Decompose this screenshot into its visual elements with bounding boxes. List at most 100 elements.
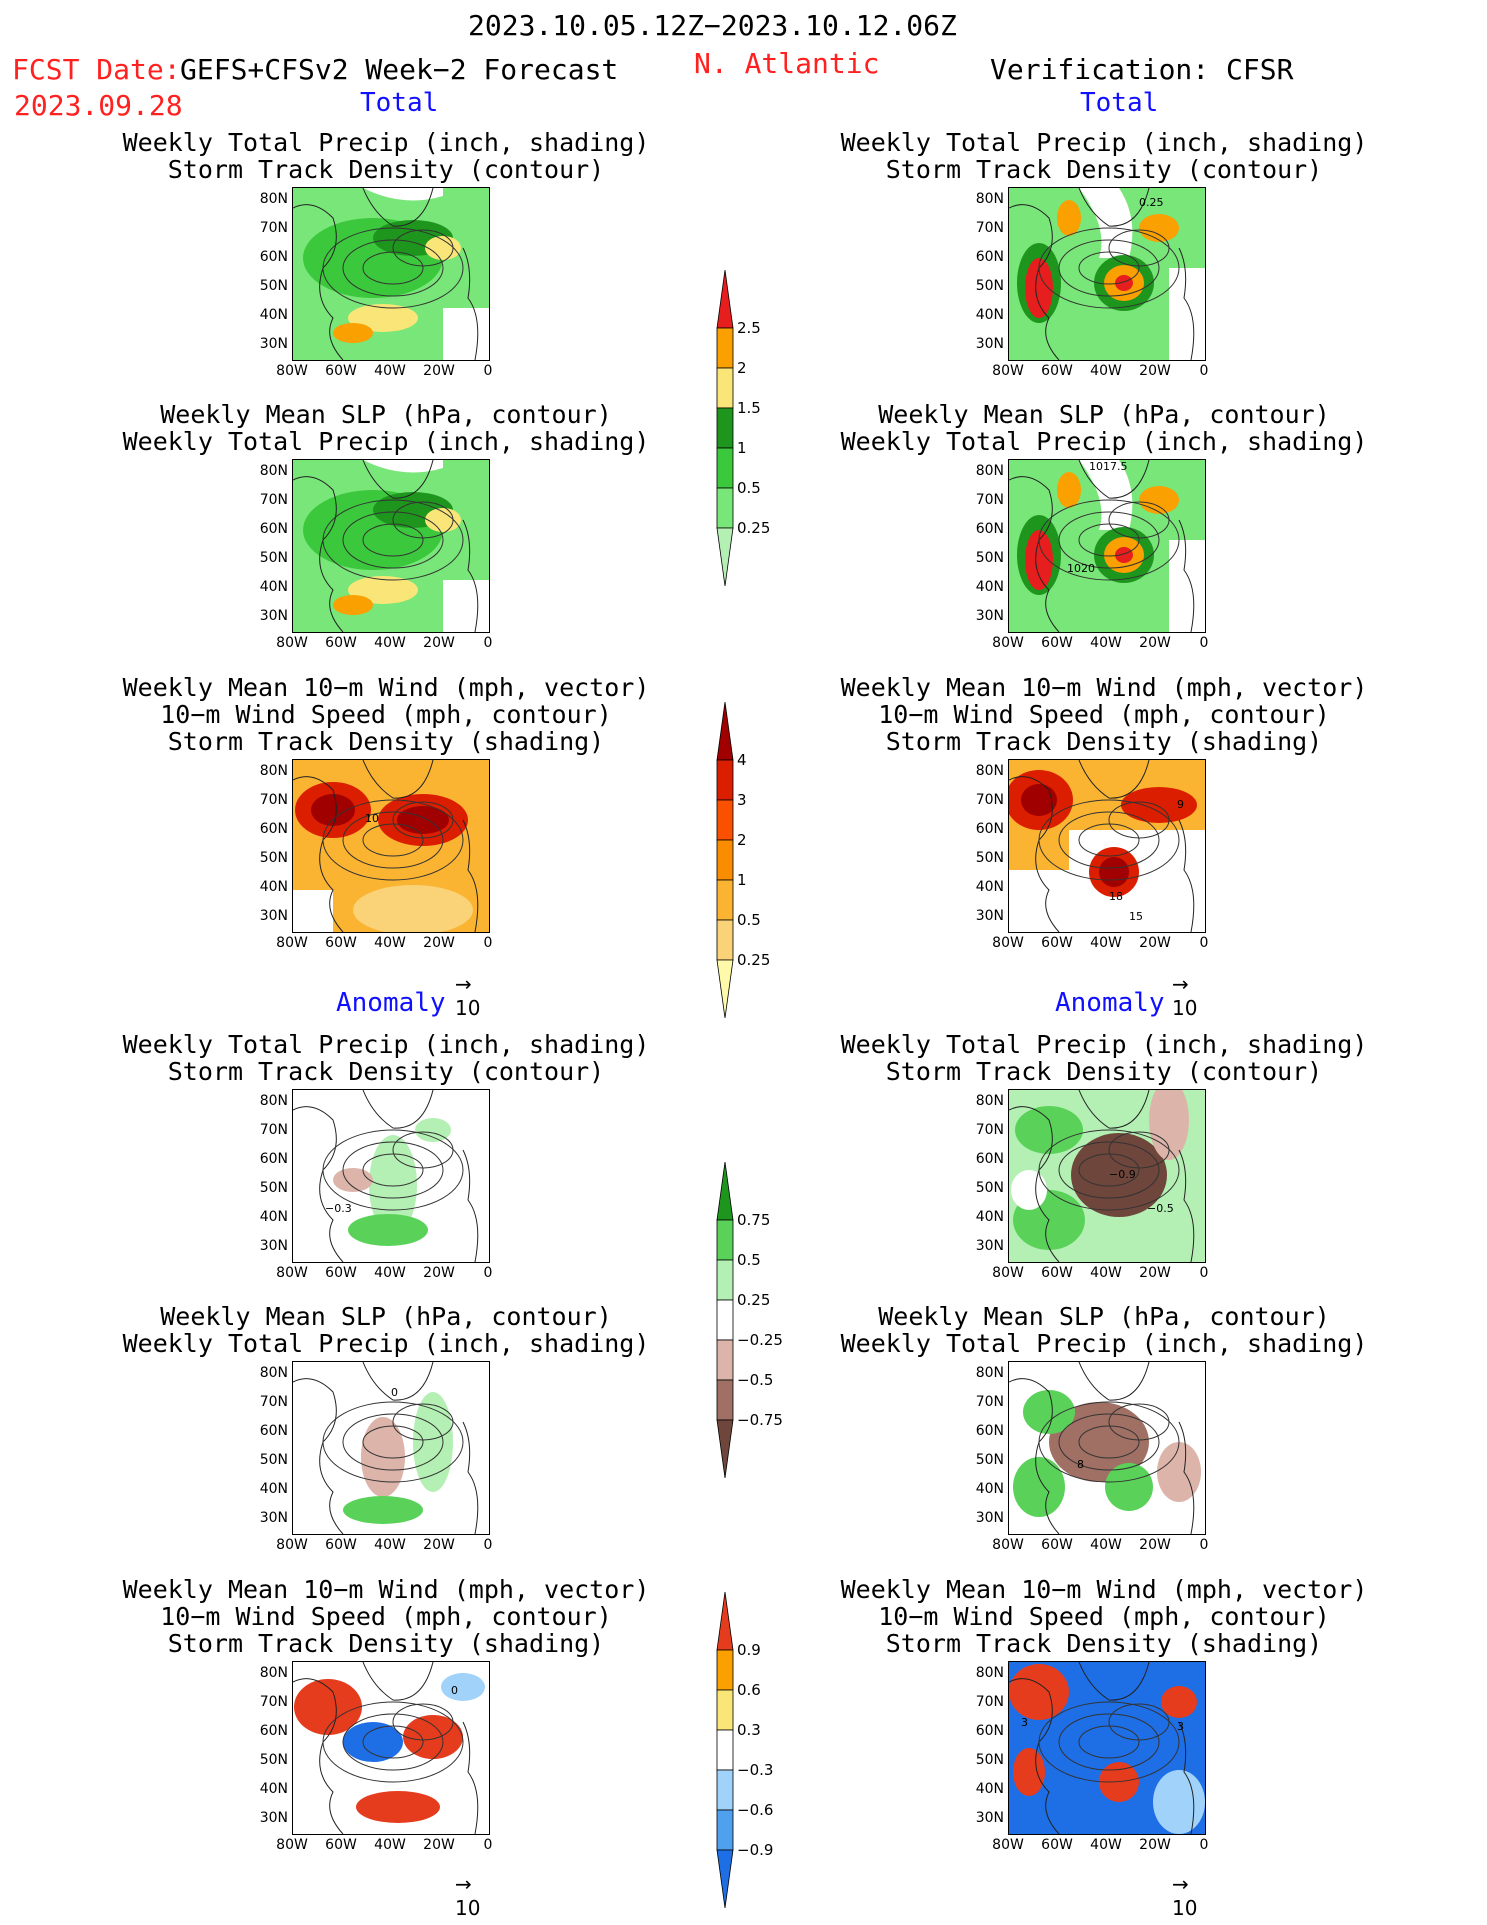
track-shading [1121,787,1197,823]
contour-label: 15 [1129,910,1143,923]
contour-layer [1038,499,1180,581]
fcst-date-label: FCST Date: [12,53,181,86]
section-total-right: Total [1080,88,1159,118]
panel-title-r1b: Storm Track Density (contour) [885,155,1323,184]
contour-line [322,1401,464,1483]
contour-line [1108,1403,1170,1441]
panel-title-l3a: Weekly Mean 10−m Wind (mph, vector) [122,673,650,702]
colorbar-label: −0.6 [737,1801,774,1819]
coastline-europe-africa [462,1149,479,1262]
contour-line [392,1403,454,1441]
lon-label: 60W [1041,635,1073,651]
lat-label: 50N [259,278,288,294]
contour-line [362,1425,424,1459]
coastline-greenland [362,760,434,799]
lat-label: 50N [975,550,1004,566]
coastline-greenland [362,1662,434,1701]
lat-label: 30N [259,908,288,924]
lat-label: 30N [259,1810,288,1826]
colorbar-label: 0.5 [737,479,761,497]
lat-label: 60N [259,1423,288,1439]
colorbar-label: 0.6 [737,1681,761,1699]
coastline-greenland [1078,1362,1150,1401]
lat-label: 80N [259,763,288,779]
track-anom-negative [343,1722,403,1762]
contour-layer [1038,227,1180,309]
contour-line [1038,1129,1180,1211]
shading-layer [1009,1090,1205,1262]
no-precip-area [1169,268,1205,360]
contour-line [1058,811,1160,869]
track-anom-positive [1013,1748,1045,1796]
lat-label: 70N [975,1694,1004,1710]
lon-label: 60W [325,935,357,951]
contour-label: 1017.5 [1089,460,1128,473]
lon-label: 0 [483,635,493,651]
section-anomaly-right: Anomaly [1055,988,1165,1018]
colorbar-label: 0.9 [737,1641,761,1659]
track-anom-positive [1009,1664,1069,1720]
lon-label: 60W [325,363,357,379]
precip-anom-positive [348,1214,428,1246]
colorbar-segment [716,1729,734,1771]
coastline-greenland [362,1362,434,1401]
shading-layer [1009,1662,1205,1834]
lon-label: 60W [1041,1837,1073,1853]
contour-line [342,1141,444,1199]
model-title: GEFS+CFSv2 Week−2 Forecast [180,53,619,86]
contour-label: 8 [1077,1458,1084,1471]
lat-label: 50N [975,1452,1004,1468]
lon-label: 60W [1041,1265,1073,1281]
colorbar-label: 1 [737,871,747,889]
precip-anom-negative [1157,1442,1201,1502]
lat-label: 30N [259,1238,288,1254]
track-anom-positive [403,1715,463,1759]
shading-layer [293,760,489,932]
map-panel-r5: 8 [1008,1361,1206,1535]
lon-label: 40W [1090,1537,1122,1553]
colorbar-label: 0.25 [737,519,771,537]
colorbar-segment [716,959,734,1019]
lon-label: 80W [276,635,308,651]
contour-layer [1038,1401,1180,1483]
panel-title-l5b: Weekly Total Precip (inch, shading) [122,1329,650,1358]
contour-line [1038,227,1180,309]
lon-label: 0 [483,1265,493,1281]
colorbar-label: 0.25 [737,1291,771,1309]
panel-title-l4a: Weekly Total Precip (inch, shading) [122,1030,650,1059]
lat-label: 30N [975,1810,1004,1826]
contour-line [1078,1153,1140,1187]
colorbar-label: −0.75 [737,1411,783,1429]
precip-anom-positive [369,1135,417,1235]
contour-line [322,499,464,581]
contour-layer [322,227,464,309]
lon-label: 40W [1090,363,1122,379]
valid-period-title: 2023.10.05.12Z−2023.10.12.06Z [468,9,957,42]
contour-layer [322,799,464,881]
contour-label: 0.25 [1139,196,1164,209]
lon-label: 0 [1199,363,1209,379]
lon-label: 80W [276,1837,308,1853]
contour-line [362,523,424,557]
lon-label: 20W [423,635,455,651]
lat-label: 60N [975,1423,1004,1439]
lat-label: 70N [975,1122,1004,1138]
precip-anom-negative [333,1168,373,1192]
lat-label: 30N [975,908,1004,924]
contour-line [1108,801,1170,839]
panel-title-r3a: Weekly Mean 10−m Wind (mph, vector) [840,673,1368,702]
colorbar-segment [716,839,734,881]
panel-title-l1a: Weekly Total Precip (inch, shading) [122,128,650,157]
panel-title-r2b: Weekly Total Precip (inch, shading) [840,427,1368,456]
precip-anom-positive [1105,1463,1153,1511]
lat-label: 80N [975,463,1004,479]
contour-label: 1020 [1067,562,1095,575]
contour-line [362,1153,424,1187]
lon-label: 40W [1090,635,1122,651]
contour-line [1058,1713,1160,1771]
contour-line [362,823,424,857]
contour-label: 18 [1109,890,1123,903]
panel-title-r1a: Weekly Total Precip (inch, shading) [840,128,1368,157]
lon-label: 60W [325,1837,357,1853]
